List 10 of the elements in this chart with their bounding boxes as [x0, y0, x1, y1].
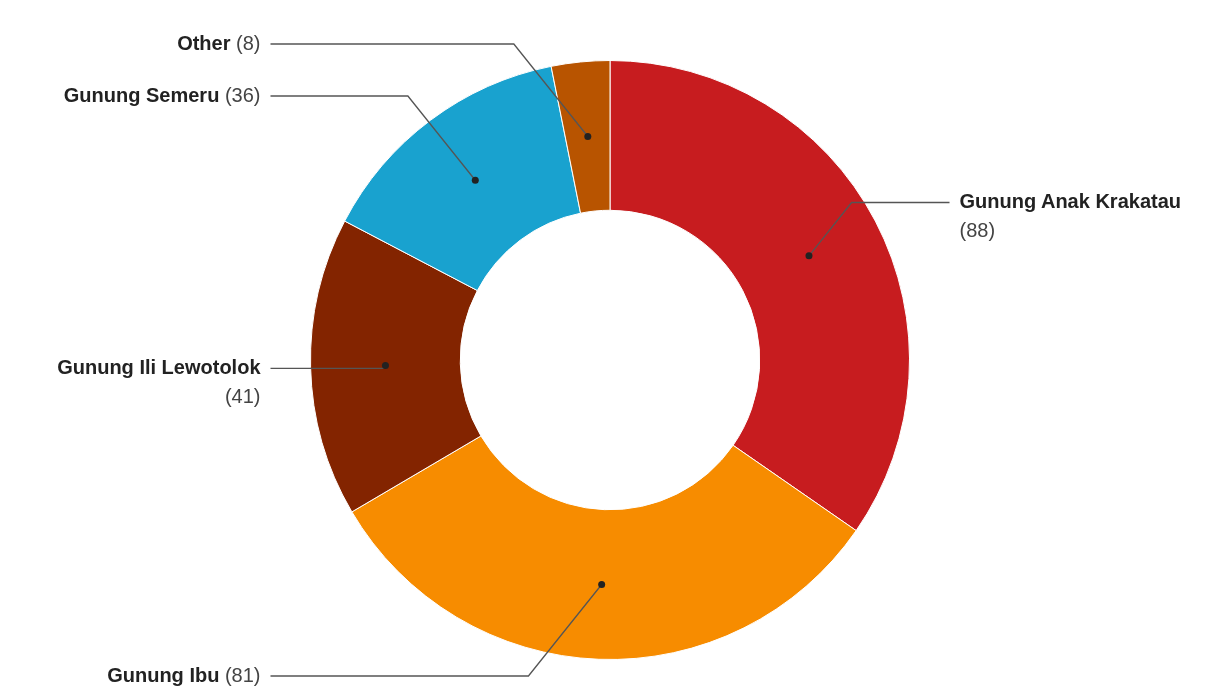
data-label: (8) [230, 31, 261, 54]
slice-label: Gunung Ili Lewotolok [57, 355, 262, 378]
slice-label: Gunung Anak Krakatau [959, 190, 1182, 213]
slice-label: Gunung Semeru [63, 83, 220, 106]
data-label: (81) [219, 663, 261, 686]
data-label: (36) [219, 83, 261, 106]
data-label: (88) [959, 219, 996, 242]
data-label: (41) [224, 384, 261, 407]
slice-label: Gunung Ibu [107, 663, 220, 686]
slice-label: Other [177, 31, 231, 54]
